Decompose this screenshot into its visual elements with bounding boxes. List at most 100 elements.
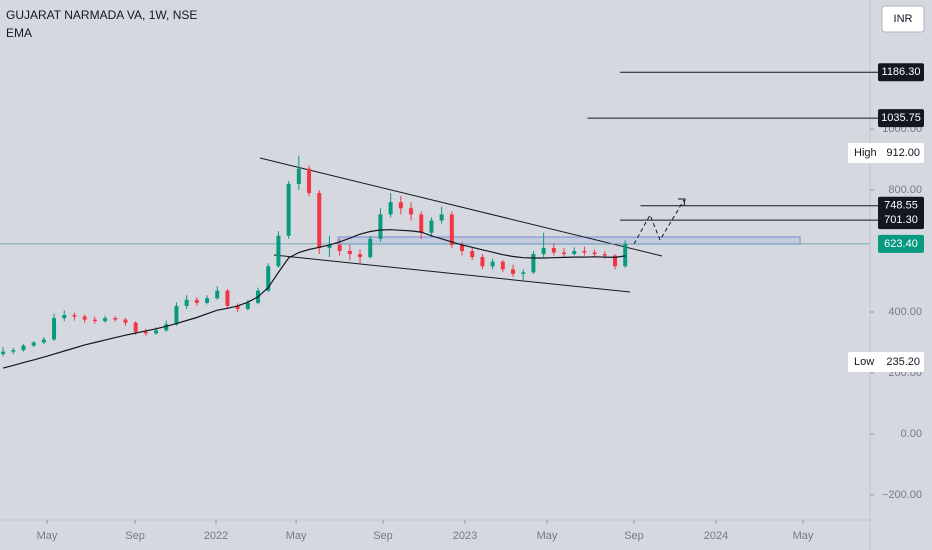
x-tick-label: May: [37, 530, 58, 542]
candle-body: [562, 252, 567, 255]
candle-body: [164, 324, 169, 331]
last-price-box: [878, 234, 924, 253]
candle-body: [103, 318, 108, 322]
level-label-box: [878, 63, 924, 82]
candle-body: [235, 305, 240, 309]
zone-box: [337, 236, 801, 245]
low-name: Low: [854, 356, 874, 368]
candle-body: [52, 318, 57, 340]
candle-body: [378, 214, 383, 239]
chart-title: GUJARAT NARMADA VA, 1W, NSE: [6, 8, 197, 22]
candle-body: [92, 319, 97, 322]
x-tick-label: May: [286, 530, 307, 542]
currency-button[interactable]: [881, 5, 925, 33]
indicator-label: EMA: [6, 26, 32, 40]
y-tick-label: −200.00: [882, 489, 922, 501]
candle-body: [194, 299, 199, 303]
candle-body: [205, 298, 210, 303]
last-price-label: 623.40: [884, 238, 918, 250]
candle-body: [368, 238, 373, 258]
candle-body: [582, 251, 587, 253]
candle-body: [62, 315, 67, 319]
candle-body: [225, 290, 230, 306]
candle-body: [592, 252, 597, 255]
candle-body: [541, 247, 546, 255]
candle-body: [11, 350, 16, 352]
candle-body: [1, 351, 6, 355]
candle-body: [347, 251, 352, 255]
x-tick-label: Sep: [624, 530, 644, 542]
level-label-box: [878, 211, 924, 230]
candle-body: [602, 254, 607, 256]
candle-body: [113, 318, 118, 320]
candle-body: [82, 316, 87, 320]
level-label-box: [878, 196, 924, 215]
level-label-box: [878, 109, 924, 128]
candle-body: [500, 261, 505, 270]
y-tick-label: 800.00: [888, 184, 922, 196]
candle-body: [460, 244, 465, 252]
x-tick-label: Sep: [125, 530, 145, 542]
candle-body: [184, 299, 189, 306]
candle-body: [31, 342, 36, 346]
x-tick-label: May: [537, 530, 558, 542]
level-label: 1035.75: [881, 112, 921, 124]
lower-trendline: [273, 254, 631, 293]
candle-body: [409, 208, 414, 215]
level-label: 701.30: [884, 214, 918, 226]
candle-body: [337, 244, 342, 252]
candle-body: [286, 183, 291, 236]
candle-body: [133, 322, 138, 332]
high-name: High: [854, 147, 877, 159]
ema-line: [2, 229, 626, 369]
candle-body: [296, 168, 301, 184]
projection-path: [633, 199, 685, 245]
low-value: 235.20: [886, 356, 920, 368]
projection-arrow: [678, 198, 686, 207]
candle-body: [266, 266, 271, 291]
x-tick-label: 2023: [453, 530, 477, 542]
candle-body: [41, 339, 46, 343]
candle-body: [317, 193, 322, 248]
candle-body: [613, 255, 618, 267]
level-label: 748.55: [884, 200, 918, 212]
candle-body: [154, 330, 159, 334]
high-value: 912.00: [886, 147, 920, 159]
candle-body: [21, 345, 26, 351]
currency-label[interactable]: INR: [894, 13, 913, 25]
candle-body: [398, 202, 403, 209]
candle-body: [439, 214, 444, 221]
candle-body: [623, 243, 628, 267]
low-box: [848, 352, 924, 372]
x-tick-label: Sep: [373, 530, 393, 542]
candle-body: [419, 214, 424, 233]
candle-body: [358, 254, 363, 258]
candle-body: [174, 305, 179, 325]
candle-body: [470, 251, 475, 258]
candle-body: [521, 272, 526, 274]
candle-body: [123, 319, 128, 323]
candle-body: [72, 315, 77, 317]
candle-body: [551, 247, 556, 253]
y-tick-label: 400.00: [888, 306, 922, 318]
candle-body: [215, 290, 220, 299]
candle-body: [276, 235, 281, 267]
level-label: 1186.30: [882, 66, 921, 78]
x-tick-label: 2022: [204, 530, 228, 542]
candle-body: [327, 244, 332, 248]
x-tick-label: 2024: [704, 530, 728, 542]
candle-body: [388, 202, 393, 215]
candle-body: [429, 220, 434, 233]
high-box: [848, 143, 924, 163]
x-tick-label: May: [793, 530, 814, 542]
candle-body: [531, 254, 536, 273]
y-tick-label: 0.00: [901, 428, 922, 440]
candle-body: [511, 269, 516, 274]
candle-body: [307, 168, 312, 194]
candle-body: [480, 257, 485, 267]
upper-trendline: [259, 157, 663, 257]
candle-body: [572, 251, 577, 255]
candle-body: [245, 302, 250, 309]
candle-body: [449, 214, 454, 245]
